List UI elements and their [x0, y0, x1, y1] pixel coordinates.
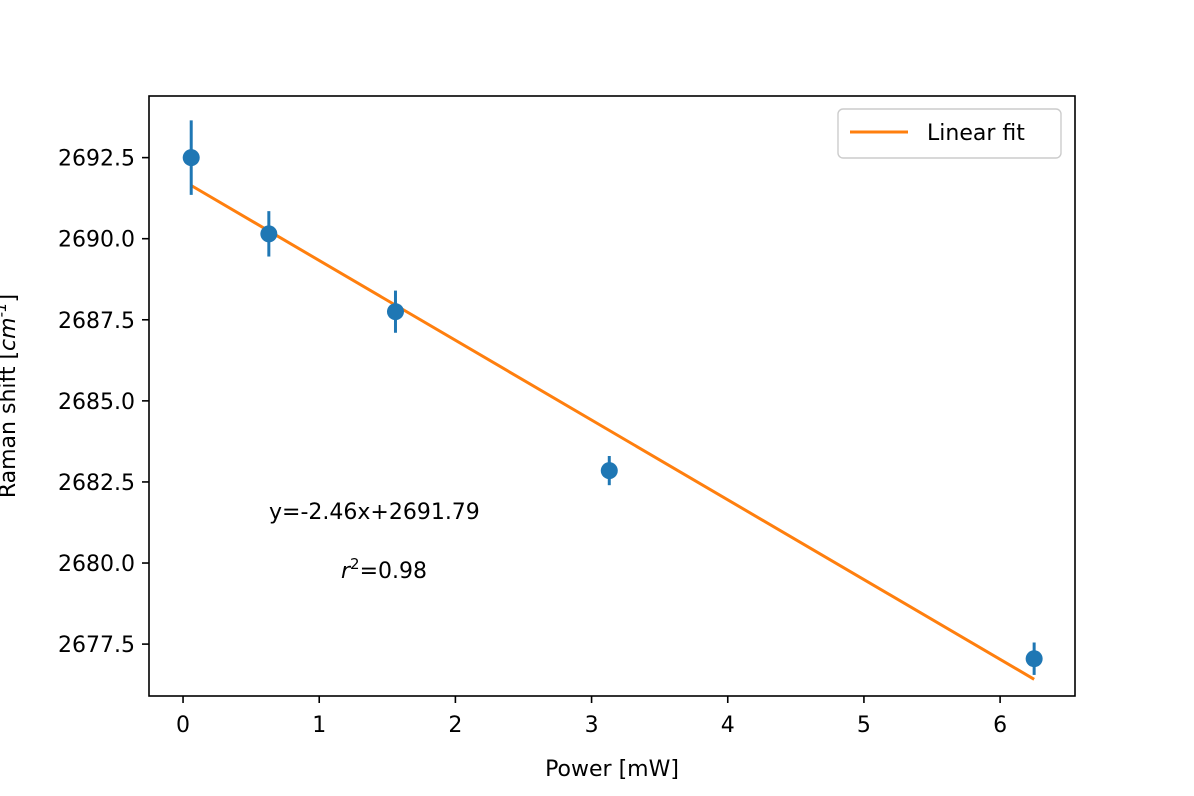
r-squared-value: =0.98 — [360, 559, 427, 584]
plot-area — [182, 120, 1043, 681]
x-tick-label: 5 — [857, 713, 871, 738]
axes-frame — [148, 95, 1076, 697]
data-point — [260, 225, 278, 243]
y-axis-label-close: ] — [0, 294, 21, 303]
y-tick-label: 2687.5 — [58, 309, 135, 334]
x-tick-label: 0 — [176, 713, 190, 738]
data-point — [1025, 650, 1043, 668]
x-axis-label: Power [mW] — [545, 757, 679, 782]
x-axis: 0 1 2 3 4 5 6 — [176, 696, 1007, 738]
y-axis-label-text: Raman shift [ — [0, 351, 21, 498]
r-squared-var: r — [341, 559, 352, 584]
data-point — [600, 462, 618, 480]
x-tick-label: 6 — [993, 713, 1007, 738]
r-squared-annotation: r2=0.98 — [341, 555, 427, 584]
y-axis: 2677.5 2680.0 2682.5 2685.0 2687.5 2690.0 2692… — [58, 147, 149, 658]
fit-equation-annotation: y=-2.46x+2691.79 — [269, 500, 480, 525]
y-tick-label: 2682.5 — [58, 471, 135, 496]
y-tick-label: 2685.0 — [58, 390, 135, 415]
data-point — [182, 149, 200, 167]
data-point — [386, 303, 404, 321]
y-axis-label: Raman shift [cm-1] — [0, 294, 21, 498]
y-axis-label-unit: cm — [0, 317, 21, 351]
y-tick-label: 2692.5 — [58, 147, 135, 172]
x-tick-label: 3 — [585, 713, 599, 738]
x-tick-label: 4 — [721, 713, 735, 738]
x-tick-label: 1 — [312, 713, 326, 738]
r-squared-exp: 2 — [350, 555, 360, 573]
y-axis-label-exp: -1 — [0, 302, 10, 317]
legend: Linear fit — [837, 108, 1062, 159]
x-tick-label: 2 — [448, 713, 462, 738]
legend-label-linear-fit: Linear fit — [927, 121, 1025, 146]
y-tick-label: 2680.0 — [58, 552, 135, 577]
y-tick-label: 2690.0 — [58, 228, 135, 253]
y-tick-label: 2677.5 — [58, 633, 135, 658]
linear-fit-line — [190, 184, 1035, 681]
legend-box — [837, 108, 1062, 159]
